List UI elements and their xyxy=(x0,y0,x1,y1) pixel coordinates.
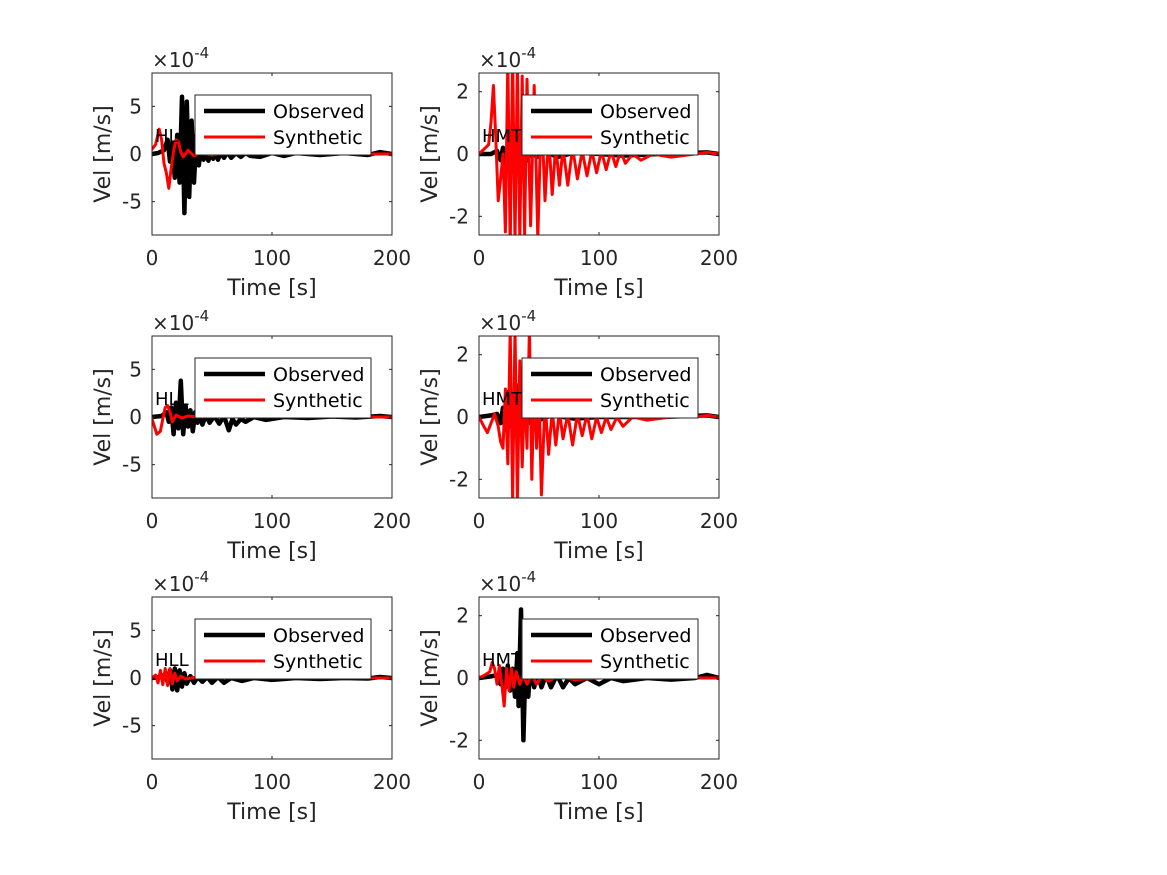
x-tick-label: 100 xyxy=(580,770,618,794)
y-tick-label: -5 xyxy=(122,190,142,214)
y-axis-label: Vel [m/s] xyxy=(91,368,116,465)
y-exponent-power: -4 xyxy=(521,44,536,62)
y-tick-label: 0 xyxy=(129,405,142,429)
legend-label-observed: Observed xyxy=(600,364,691,386)
legend: Observed Synthetic xyxy=(521,618,699,680)
x-tick-label: 200 xyxy=(700,246,738,270)
station-label: HMT xyxy=(482,126,523,147)
y-exponent-power: -4 xyxy=(521,307,536,325)
y-tick-label: 5 xyxy=(129,94,142,118)
y-tick-label: 5 xyxy=(129,618,142,642)
station-label: HLL xyxy=(155,389,189,410)
x-tick-label: 0 xyxy=(473,509,486,533)
y-exponent-power: -4 xyxy=(194,44,209,62)
legend: Observed Synthetic xyxy=(521,94,699,156)
y-tick-label: 0 xyxy=(129,666,142,690)
y-axis-label: Vel [m/s] xyxy=(418,629,443,726)
y-exponent-label: ×10-4 xyxy=(152,307,209,335)
x-axis-label: Time [s] xyxy=(226,800,316,825)
legend-label-synthetic: Synthetic xyxy=(600,127,690,149)
y-exponent-power: -4 xyxy=(194,568,209,586)
x-tick-label: 0 xyxy=(146,246,159,270)
y-axis-label: Vel [m/s] xyxy=(418,368,443,465)
x-tick-label: 100 xyxy=(253,509,291,533)
series-line-synthetic xyxy=(479,336,719,498)
y-axis-label: Vel [m/s] xyxy=(91,105,116,202)
x-tick-label: 100 xyxy=(580,246,618,270)
x-tick-label: 100 xyxy=(580,509,618,533)
legend: Observed Synthetic xyxy=(194,94,372,156)
legend-box xyxy=(521,618,699,680)
y-tick-label: -2 xyxy=(449,467,469,491)
series-line-observed xyxy=(152,378,392,437)
y-tick-label: 0 xyxy=(456,666,469,690)
legend: Observed Synthetic xyxy=(521,357,699,419)
legend-label-observed: Observed xyxy=(273,625,364,647)
legend-label-observed: Observed xyxy=(273,364,364,386)
x-axis-label: Time [s] xyxy=(226,276,316,301)
legend-box xyxy=(521,357,699,419)
legend-label-observed: Observed xyxy=(273,101,364,123)
y-tick-label: 2 xyxy=(456,80,469,104)
legend-label-synthetic: Synthetic xyxy=(273,390,363,412)
x-tick-label: 0 xyxy=(473,246,486,270)
x-axis-label: Time [s] xyxy=(553,800,643,825)
legend-label-observed: Observed xyxy=(600,625,691,647)
x-tick-label: 0 xyxy=(146,770,159,794)
legend: Observed Synthetic xyxy=(194,618,372,680)
x-tick-label: 200 xyxy=(700,509,738,533)
x-tick-label: 100 xyxy=(253,246,291,270)
legend: Observed Synthetic xyxy=(194,357,372,419)
y-tick-label: -2 xyxy=(449,728,469,752)
y-tick-label: 0 xyxy=(456,142,469,166)
legend-label-observed: Observed xyxy=(600,101,691,123)
y-tick-label: 2 xyxy=(456,343,469,367)
legend-box xyxy=(194,94,372,156)
x-tick-label: 0 xyxy=(146,509,159,533)
x-tick-label: 100 xyxy=(253,770,291,794)
legend-label-synthetic: Synthetic xyxy=(273,127,363,149)
legend-label-synthetic: Synthetic xyxy=(600,651,690,673)
legend-box xyxy=(194,357,372,419)
x-tick-label: 0 xyxy=(473,770,486,794)
y-tick-label: -5 xyxy=(122,453,142,477)
y-tick-label: 0 xyxy=(456,405,469,429)
y-tick-label: -2 xyxy=(449,204,469,228)
station-label: HLL xyxy=(155,126,189,147)
legend-label-synthetic: Synthetic xyxy=(600,390,690,412)
station-label: HLL xyxy=(155,650,189,671)
y-tick-label: 2 xyxy=(456,604,469,628)
y-axis-label: Vel [m/s] xyxy=(418,105,443,202)
legend-label-synthetic: Synthetic xyxy=(273,651,363,673)
legend-box xyxy=(521,94,699,156)
y-tick-label: 5 xyxy=(129,357,142,381)
y-exponent-power: -4 xyxy=(521,568,536,586)
x-tick-label: 200 xyxy=(373,770,411,794)
y-tick-label: -5 xyxy=(122,714,142,738)
x-tick-label: 200 xyxy=(700,770,738,794)
x-tick-label: 200 xyxy=(373,246,411,270)
y-axis-label: Vel [m/s] xyxy=(91,629,116,726)
station-label: HMT xyxy=(482,389,523,410)
y-exponent-power: -4 xyxy=(194,307,209,325)
x-tick-label: 200 xyxy=(373,509,411,533)
x-axis-label: Time [s] xyxy=(226,539,316,564)
station-label: HMT xyxy=(482,650,523,671)
x-axis-label: Time [s] xyxy=(553,539,643,564)
x-axis-label: Time [s] xyxy=(553,276,643,301)
legend-box xyxy=(194,618,372,680)
y-tick-label: 0 xyxy=(129,142,142,166)
